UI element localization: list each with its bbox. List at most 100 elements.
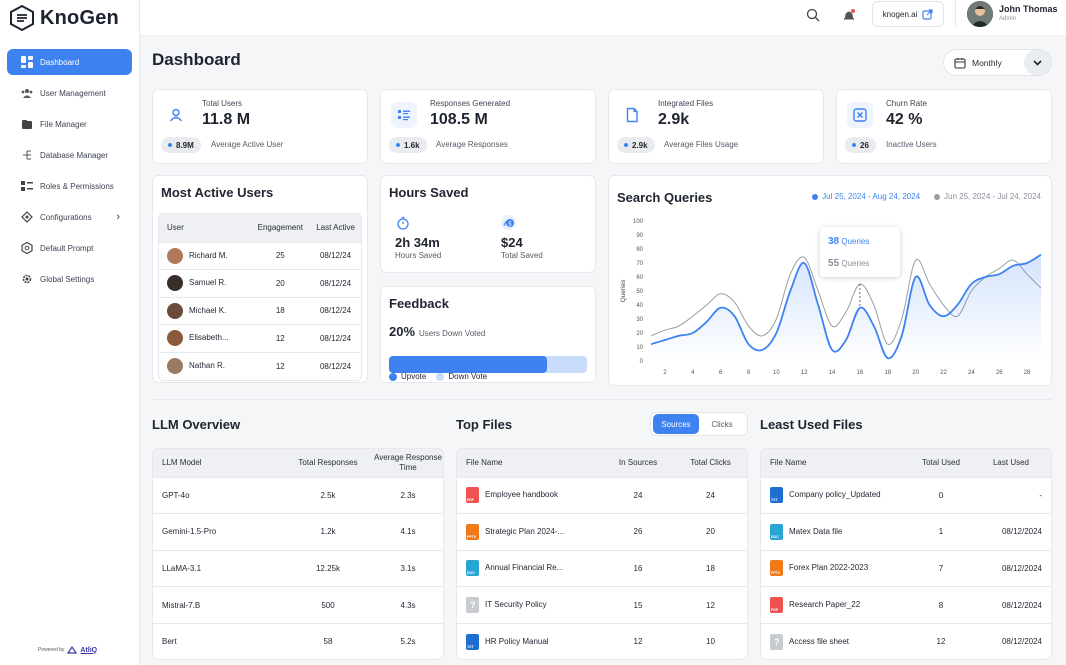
chevron-right-icon: › [116,211,120,223]
column-header[interactable]: In Sources [602,449,674,477]
column-header[interactable]: LLM Model [153,449,283,477]
column-header[interactable]: File Name [457,449,602,477]
table-row[interactable]: DOC Annual Financial Re... 16 18 [457,549,747,587]
file-name-cell[interactable]: DOC Annual Financial Re... [457,549,602,587]
table-row[interactable]: Samuel R. 20 08/12/24 [159,269,361,297]
column-header[interactable]: Total Used [911,449,971,477]
table-row[interactable]: ? IT Security Policy 15 12 [457,586,747,624]
table-row[interactable]: Gemini-1.5-Pro 1.2k 4.1s [153,513,443,551]
table-row[interactable]: TXT HR Policy Manual 12 10 [457,622,747,659]
file-name-cell[interactable]: TXT Company policy_Updated [761,476,911,514]
sidebar-item-global-settings[interactable]: Global Settings [7,266,132,292]
x-tick-label: 16 [857,370,864,376]
tooltip-current-unit: Queries [841,237,870,246]
legend-previous[interactable]: Jun 25, 2024 - Jul 24, 2024 [934,192,1041,201]
file-name-cell[interactable]: PPTX Forex Plan 2022-2023 [761,549,911,587]
table-row[interactable]: Michael K. 18 08/12/24 [159,296,361,325]
column-header[interactable]: Last Active [310,214,361,242]
column-header[interactable]: Last Used [971,449,1051,477]
site-link-button[interactable]: knogen.ai [872,1,944,27]
config-icon [21,211,33,223]
responses-cell: 58 [283,622,373,659]
table-row[interactable]: PDF Research Paper_22 8 08/12/2024 [761,586,1051,624]
table-row[interactable]: ? Access file sheet 12 08/12/2024 [761,622,1051,659]
active-users-table: User Engagement Last Active Richard M. 25… [158,213,362,381]
top-files-table: File Name In Sources Total Clicks PDF Emp… [456,448,748,660]
stat-desc: Average Responses [436,140,508,149]
user-cell: Elisabeth... [159,324,251,352]
column-header[interactable]: User [159,214,251,242]
atliq-logo-icon [67,646,78,654]
legend-current[interactable]: Jul 25, 2024 - Aug 24, 2024 [812,192,920,201]
sidebar-item-dashboard[interactable]: Dashboard [7,49,132,75]
table-row[interactable]: PPTX Strategic Plan 2024-... 26 20 [457,513,747,551]
x-tick-label: 22 [940,370,947,376]
file-name-cell[interactable]: PDF Research Paper_22 [761,586,911,624]
sidebar-item-default-prompt[interactable]: Default Prompt [7,235,132,261]
dashboard-icon [21,56,33,68]
sidebar-item-database-manager[interactable]: Database Manager [7,142,132,168]
column-header[interactable]: Total Responses [283,449,373,477]
powered-by-brand[interactable]: AtliQ [80,646,98,654]
column-header[interactable]: Engagement [250,214,311,242]
toggle-sources[interactable]: Sources [653,414,699,434]
table-row[interactable]: Richard M. 25 08/12/24 [159,241,361,270]
powered-by-label: Powered by [38,647,65,653]
period-dropdown-button[interactable] [1024,50,1051,75]
period-select[interactable]: Monthly [943,49,1052,76]
feedback-card: Feedback 20% Users Down Voted Upvote Dow… [380,286,596,383]
avatar[interactable] [967,1,993,27]
stat-card-responses: Responses Generated 108.5 M 1.6k Average… [380,89,596,164]
table-row[interactable]: LLaMA-3.1 12.25k 3.1s [153,549,443,587]
response-time-cell: 3.1s [373,549,443,587]
x-tick-label: 26 [996,370,1003,376]
file-name: Company policy_Updated [789,490,881,500]
response-time-cell: 2.3s [373,476,443,514]
x-tick-label: 20 [912,370,919,376]
series-area-current [651,254,1041,361]
sidebar-item-user-management[interactable]: User Management [7,80,132,106]
table-row[interactable]: DOC Matex Data file 1 08/12/2024 [761,513,1051,551]
avatar [167,275,183,292]
x-tick-label: 10 [773,370,780,376]
table-row[interactable]: Nathan R. 12 08/12/24 [159,351,361,380]
user-cell: Nathan R. [159,351,251,380]
table-row[interactable]: Bert 58 5.2s [153,622,443,659]
table-row[interactable]: GPT-4o 2.5k 2.3s [153,476,443,514]
user-cell: Richard M. [159,241,251,270]
file-name-cell[interactable]: TXT HR Policy Manual [457,622,602,659]
file-name-cell[interactable]: ? IT Security Policy [457,586,602,624]
table-row[interactable]: Mistral-7.B 500 4.3s [153,586,443,624]
table-row[interactable]: PPTX Forex Plan 2022-2023 7 08/12/2024 [761,549,1051,587]
sidebar-item-roles-permissions[interactable]: Roles & Permissions [7,173,132,199]
search-icon[interactable] [805,7,821,23]
x-tick-label: 4 [691,370,695,376]
sidebar-item-configurations[interactable]: Configurations › [7,204,132,230]
column-header[interactable]: Average Response Time [373,449,443,477]
legend-previous-label: Jun 25, 2024 - Jul 24, 2024 [944,192,1041,201]
column-header[interactable]: Total Clicks [674,449,747,477]
sidebar-item-file-manager[interactable]: File Manager [7,111,132,137]
file-name-cell[interactable]: ? Access file sheet [761,622,911,659]
legend-dot-icon [934,193,941,200]
table-row[interactable]: TXT Company policy_Updated 0- [761,476,1051,514]
response-time-cell: 5.2s [373,622,443,659]
file-name-cell[interactable]: PDF Employee handbook [457,476,602,514]
table-row[interactable]: Elisabeth... 12 08/12/24 [159,324,361,352]
sidebar-item-label: Database Manager [40,150,109,160]
y-tick-label: 10 [636,345,643,351]
powered-by: Powered by AtliQ [38,646,97,654]
column-header[interactable]: File Name [761,449,911,477]
tooltip-current: 38 Queries [828,236,869,247]
gear-icon [21,273,33,285]
file-name-cell[interactable]: PPTX Strategic Plan 2024-... [457,513,602,551]
file-name-cell[interactable]: DOC Matex Data file [761,513,911,551]
bell-icon[interactable] [841,7,857,23]
unknown-file-icon: ? [466,597,479,614]
total-saved-label: Total Saved [501,251,543,260]
logo[interactable]: KnoGen [8,4,119,32]
toggle-clicks[interactable]: Clicks [711,419,733,429]
user-name[interactable]: John Thomas [999,4,1058,14]
card-title: Hours Saved [389,185,469,200]
table-row[interactable]: PDF Employee handbook 24 24 [457,476,747,514]
